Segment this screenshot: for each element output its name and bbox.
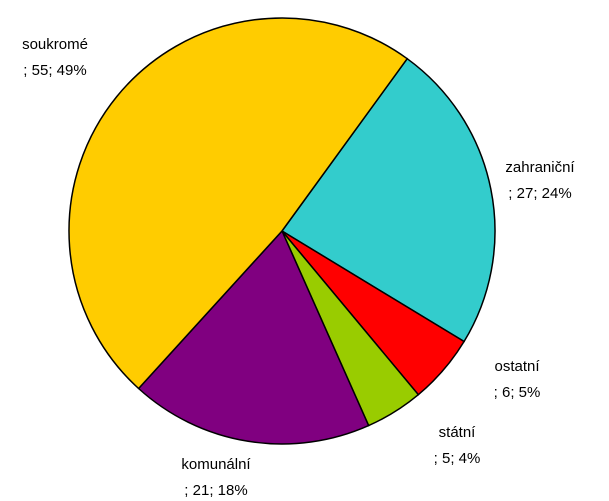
slice-label: ostatní: [494, 358, 540, 375]
slice-value-label: ; 27; 24%: [508, 185, 571, 202]
pie-slice: [280, 57, 496, 343]
slice-label: komunální: [181, 456, 251, 473]
pie-slice: [137, 229, 370, 445]
pie-slice: [68, 17, 409, 390]
slice-value-label: ; 6; 5%: [494, 384, 541, 401]
slice-label: soukromé: [22, 36, 88, 53]
slice-label: zahraniční: [505, 159, 575, 176]
slice-value-label: ; 21; 18%: [184, 482, 247, 499]
slice-label: státní: [439, 424, 477, 441]
slice-value-label: ; 5; 4%: [434, 450, 481, 467]
slice-value-label: ; 55; 49%: [23, 62, 86, 79]
